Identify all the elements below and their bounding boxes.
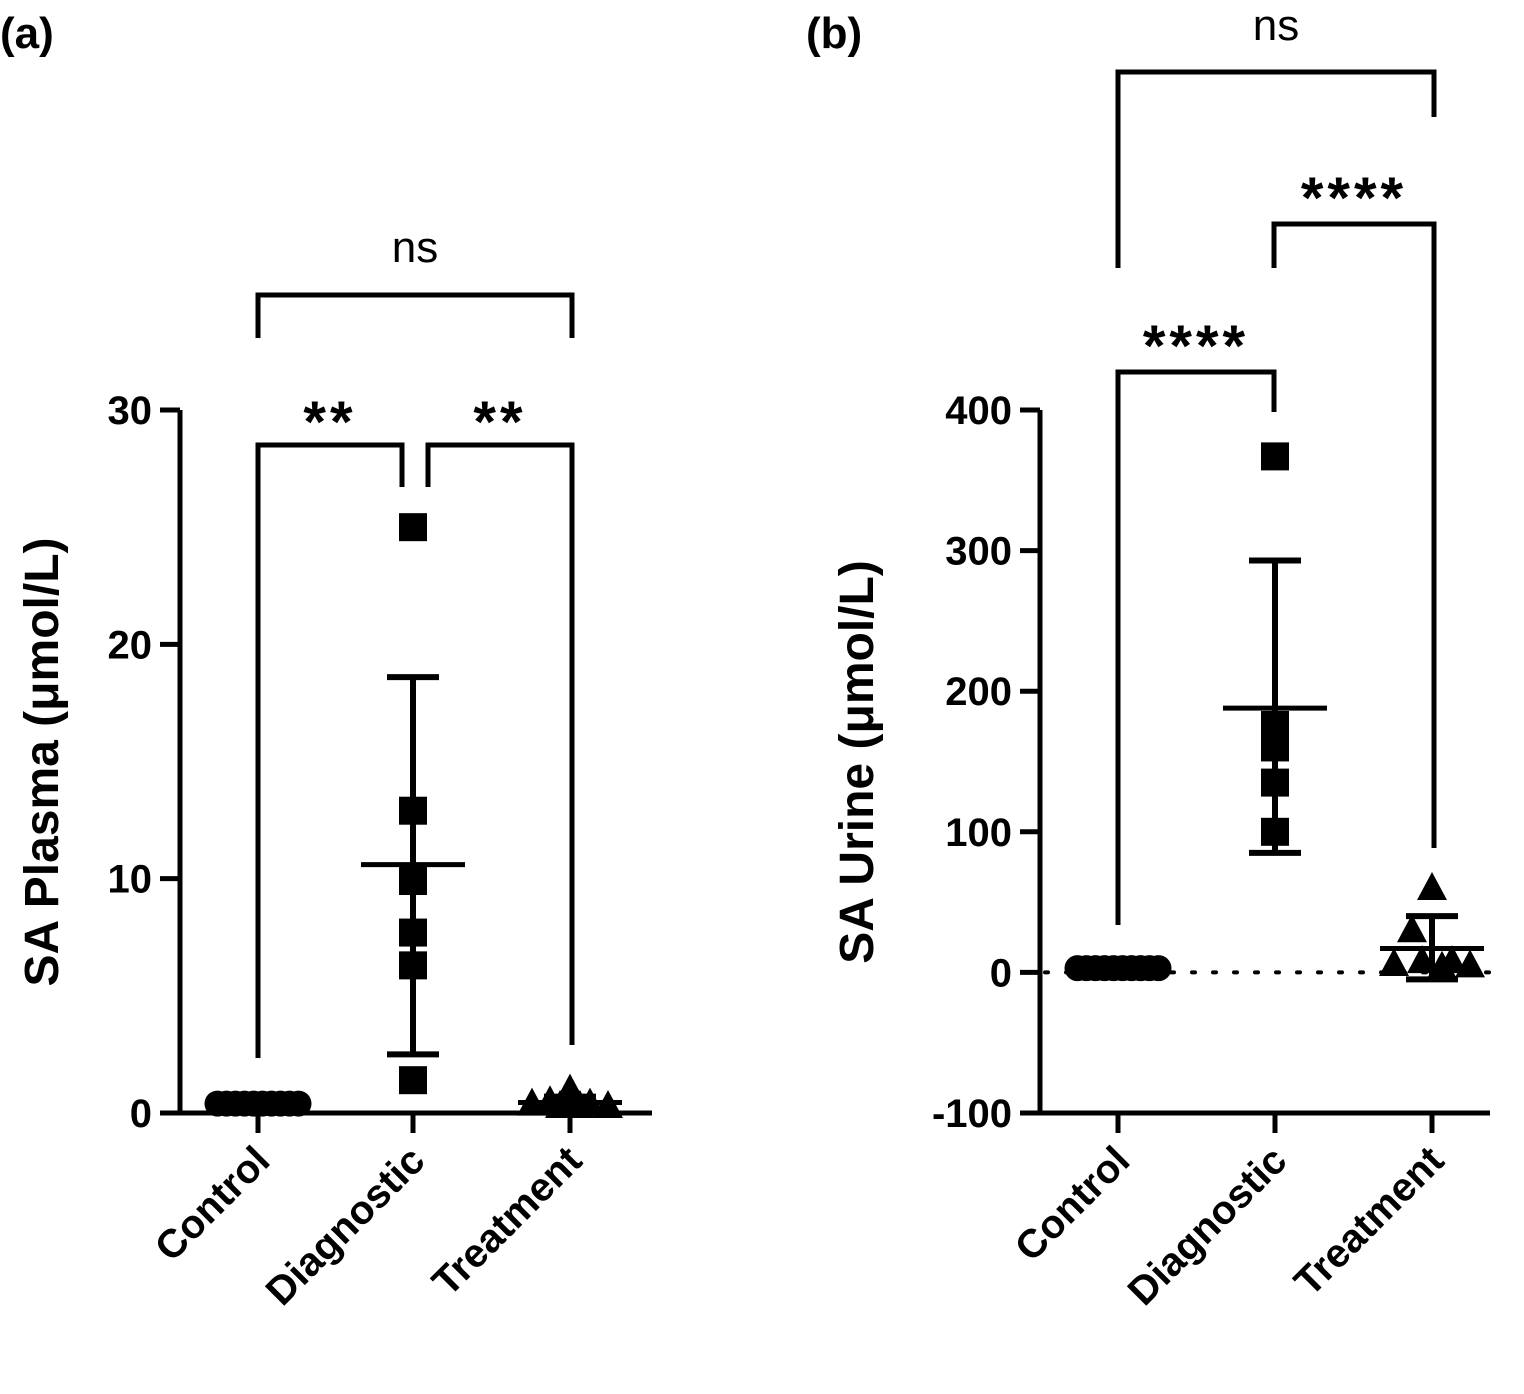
y-axis-label: SA Plasma (μmol/L) xyxy=(16,537,69,986)
y-tick-label: -100 xyxy=(932,1092,1012,1136)
data-point-triangle xyxy=(1397,914,1427,943)
series-diagnostic xyxy=(361,513,465,1095)
y-axis-label: SA Urine (μmol/L) xyxy=(831,560,884,964)
bracket-line xyxy=(255,292,575,338)
bracket-line xyxy=(1271,221,1437,848)
data-point-square xyxy=(1261,442,1289,471)
panel-label: (b) xyxy=(806,9,862,58)
significance-bracket: ** xyxy=(425,390,575,1045)
x-tick-label: Control xyxy=(1007,1138,1139,1270)
series-control xyxy=(204,1090,312,1117)
x-tick-label: Diagnostic xyxy=(258,1138,434,1314)
y-tick-label: 30 xyxy=(108,389,153,433)
series-treatment xyxy=(1379,872,1485,983)
y-tick-label: 200 xyxy=(945,670,1012,714)
y-tick-label: 100 xyxy=(945,811,1012,855)
significance-bracket: **** xyxy=(1115,314,1277,925)
data-point-square xyxy=(399,1066,427,1095)
series-control xyxy=(1064,955,1172,982)
y-tick-label: 300 xyxy=(945,530,1012,574)
significance-bracket: ns xyxy=(255,223,575,338)
x-tick-label: Control xyxy=(147,1138,279,1270)
data-point-triangle xyxy=(1455,949,1485,978)
bracket-line xyxy=(1115,369,1277,925)
panel-label: (a) xyxy=(0,9,54,58)
panel-a: (a) 0 10 20 30 SA Plasma (μmol/L) ControlDiagn… xyxy=(0,9,652,1314)
significance-label: ** xyxy=(473,390,526,455)
panel-b: (b) -100 0 100 200 300 400 SA Urine (μmol/L) Con… xyxy=(806,1,1492,1314)
bracket-line xyxy=(1115,69,1437,268)
series-treatment xyxy=(517,1073,623,1118)
significance-label: ** xyxy=(303,390,356,455)
y-tick-label: 10 xyxy=(108,858,153,902)
series-diagnostic xyxy=(1223,442,1327,856)
significance-bracket: ns xyxy=(1115,1,1437,268)
significance-label: ns xyxy=(1253,1,1299,50)
x-tick-label: Treatment xyxy=(424,1138,590,1304)
data-point-triangle xyxy=(1379,947,1409,976)
y-tick-label: 0 xyxy=(130,1092,152,1136)
significance-bracket: ** xyxy=(255,390,405,1058)
significance-label: ns xyxy=(392,223,438,272)
y-tick-label: 0 xyxy=(990,951,1012,995)
y-tick-label: 20 xyxy=(108,623,153,667)
significance-bracket: **** xyxy=(1271,166,1437,848)
bracket-line xyxy=(425,442,575,1045)
bracket-line xyxy=(255,442,405,1058)
x-tick-label: Diagnostic xyxy=(1120,1138,1296,1314)
x-tick-label: Treatment xyxy=(1286,1138,1452,1304)
data-point-triangle xyxy=(1417,872,1447,901)
significance-label: **** xyxy=(1301,166,1407,231)
y-tick-label: 400 xyxy=(945,389,1012,433)
data-point-square xyxy=(399,513,427,542)
significance-label: **** xyxy=(1143,314,1249,379)
